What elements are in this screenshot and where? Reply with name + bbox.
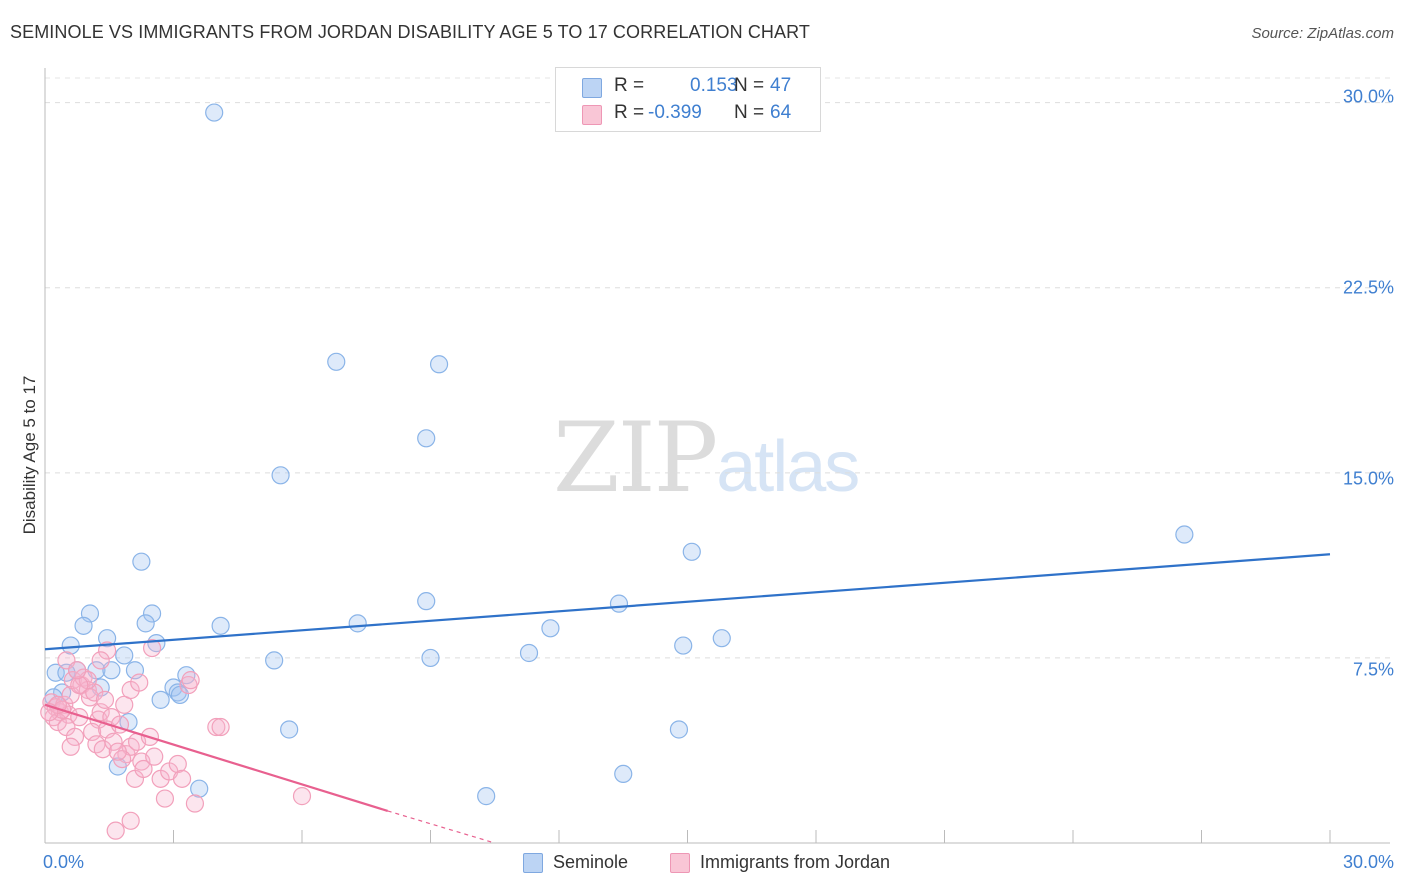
stats-box: R = 0.153 N = 47 R = -0.399 N = 64 xyxy=(555,67,821,132)
jordan-point xyxy=(121,811,140,830)
seminole-trend-line xyxy=(44,553,1331,651)
jordan-point xyxy=(65,727,85,746)
x-tick-label: 30.0% xyxy=(1342,852,1394,872)
seminole-point xyxy=(421,648,440,668)
jordan-point xyxy=(95,690,115,709)
seminole-point xyxy=(136,614,155,633)
legend-seminole-label: Seminole xyxy=(553,852,629,872)
seminole-point xyxy=(190,779,209,798)
seminole-point xyxy=(429,355,449,374)
seminole-point xyxy=(57,663,76,682)
watermark-atlas: atlas xyxy=(716,427,860,507)
r-value: -0.399 xyxy=(648,102,702,123)
n-label: N = xyxy=(734,102,765,123)
jordan-point xyxy=(211,717,230,737)
x-tick-label: 0.0% xyxy=(43,852,85,872)
seminole-point xyxy=(280,720,299,739)
jordan-point xyxy=(104,732,123,751)
seminole-point xyxy=(46,663,65,682)
legend-jordan-label: Immigrants from Jordan xyxy=(700,852,891,872)
seminole-swatch xyxy=(582,78,602,98)
y-tick-label: 7.5% xyxy=(1352,659,1394,680)
jordan-point xyxy=(134,759,153,779)
seminole-point xyxy=(115,646,134,665)
jordan-point xyxy=(207,717,226,737)
seminole-point xyxy=(682,542,701,561)
seminole-point xyxy=(1175,525,1194,544)
seminole-point xyxy=(142,604,162,623)
chart-title: SEMINOLE VS IMMIGRANTS FROM JORDAN DISAB… xyxy=(10,22,810,42)
seminole-point xyxy=(271,466,290,485)
r-value: 0.153 xyxy=(690,75,738,96)
seminole-point xyxy=(211,616,230,635)
jordan-point xyxy=(172,769,192,788)
jordan-point xyxy=(292,787,312,806)
seminole-point xyxy=(541,619,560,638)
jordan-point xyxy=(130,673,149,692)
r-label: R = xyxy=(614,102,645,123)
n-label: N = xyxy=(734,75,765,96)
jordan-trend-line xyxy=(44,703,388,812)
jordan-point xyxy=(93,740,112,759)
jordan-point xyxy=(155,789,175,808)
seminole-point xyxy=(98,629,117,648)
seminole-point xyxy=(348,614,367,633)
jordan-point xyxy=(98,641,117,660)
jordan-point xyxy=(142,638,162,658)
stats-row-seminole: R = 0.153 N = 47 xyxy=(556,73,820,101)
stats-row-jordan: R = -0.399 N = 64 xyxy=(556,100,820,128)
seminole-point xyxy=(669,720,689,739)
seminole-point xyxy=(614,764,633,784)
jordan-point xyxy=(61,737,80,756)
jordan-point xyxy=(181,671,200,690)
jordan-swatch xyxy=(582,105,602,125)
seminole-point xyxy=(168,683,187,702)
source-label: Source: ZipAtlas.com xyxy=(1251,25,1394,42)
jordan-point xyxy=(168,754,187,774)
n-value: 47 xyxy=(770,75,792,96)
seminole-point xyxy=(712,629,731,648)
seminole-point xyxy=(519,643,539,663)
jordan-point xyxy=(106,821,125,840)
jordan-trend-extension xyxy=(387,810,495,844)
jordan-point xyxy=(108,742,127,761)
seminole-point xyxy=(417,429,436,448)
y-tick-label: 22.5% xyxy=(1342,277,1394,298)
jordan-point xyxy=(70,675,89,695)
jordan-point xyxy=(68,661,87,680)
legend-jordan-swatch xyxy=(670,853,690,873)
legend-seminole-swatch xyxy=(523,853,543,873)
seminole-point xyxy=(609,594,629,613)
seminole-point xyxy=(132,552,151,571)
y-tick-label: 30.0% xyxy=(1342,86,1394,107)
seminole-point xyxy=(674,636,693,655)
jordan-point xyxy=(91,651,110,670)
watermark: ZIPatlas xyxy=(553,402,860,514)
seminole-point xyxy=(477,787,496,806)
seminole-point xyxy=(327,352,346,371)
jordan-point xyxy=(145,747,164,766)
y-tick-label: 15.0% xyxy=(1342,468,1394,489)
n-value: 64 xyxy=(770,102,792,123)
seminole-point xyxy=(74,616,93,635)
r-label: R = xyxy=(614,75,645,96)
watermark-zip: ZIP xyxy=(553,402,718,514)
seminole-point xyxy=(61,636,80,655)
jordan-point xyxy=(185,794,205,813)
seminole-point xyxy=(417,592,436,611)
seminole-point xyxy=(265,651,284,670)
seminole-point xyxy=(205,103,224,122)
seminole-point xyxy=(151,690,170,709)
